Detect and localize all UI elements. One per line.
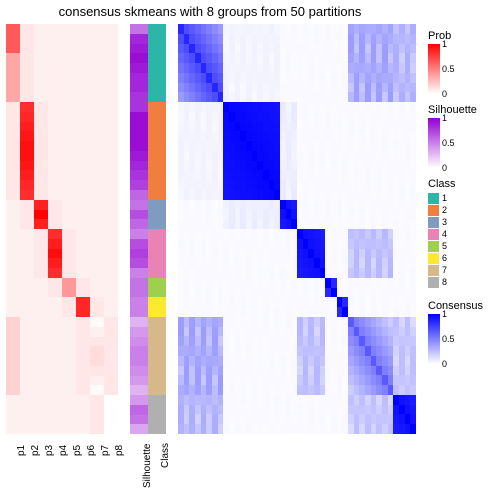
partition-col-p8 (104, 24, 118, 434)
legend-title: Class (428, 178, 456, 190)
legend-tick: 0 (442, 360, 447, 369)
legend-swatch (428, 217, 439, 228)
legend-class-item: 2 (428, 204, 456, 216)
legend-gradient (428, 118, 440, 168)
legend-class: Class 1 2 3 4 5 6 7 8 (428, 178, 456, 288)
partition-col-p6 (76, 24, 90, 434)
legend-title: Prob (428, 30, 451, 42)
legend-tick: 0 (442, 164, 447, 173)
legend-tick: 1 (442, 310, 447, 319)
legend-swatch (428, 205, 439, 216)
legend-tick: 0.5 (442, 65, 455, 74)
partition-col-p1 (6, 24, 20, 434)
legend-gradient (428, 314, 440, 364)
silhouette-column (130, 24, 148, 434)
legend-class-item: 4 (428, 228, 456, 240)
consensus-matrix (178, 24, 416, 434)
plot-area (6, 24, 416, 434)
xlabel-p7: p7 (100, 445, 111, 456)
legend-consensus: Consensus10.50 (428, 300, 483, 364)
legend-swatch-label: 5 (442, 241, 447, 251)
xlabel-p8: p8 (114, 445, 125, 456)
xlabel-p3: p3 (44, 445, 55, 456)
legend-tick: 0.5 (442, 335, 455, 344)
xlabel-p6: p6 (86, 445, 97, 456)
xlabel-p5: p5 (72, 445, 83, 456)
partition-col-p3 (34, 24, 48, 434)
legend-class-item: 7 (428, 264, 456, 276)
legend-swatch-label: 7 (442, 265, 447, 275)
legend-gradient (428, 44, 440, 94)
legend-swatch (428, 277, 439, 288)
legend-tick: 0.5 (442, 139, 455, 148)
chart-title: consensus skmeans with 8 groups from 50 … (0, 4, 420, 19)
xlabel-p2: p2 (30, 445, 41, 456)
legend-silhouette: Silhouette10.50 (428, 104, 477, 168)
xlabel-p4: p4 (58, 445, 69, 456)
legend-class-item: 1 (428, 192, 456, 204)
legend-class-item: 6 (428, 252, 456, 264)
class-column (148, 24, 166, 434)
legend-swatch (428, 241, 439, 252)
legend-swatch (428, 229, 439, 240)
legend-class-item: 3 (428, 216, 456, 228)
partition-col-p4 (48, 24, 62, 434)
legend-swatch-label: 4 (442, 229, 447, 239)
legend-class-item: 5 (428, 240, 456, 252)
partition-col-p2 (20, 24, 34, 434)
partition-col-p7 (90, 24, 104, 434)
legend-swatch-label: 3 (442, 217, 447, 227)
legend-title: Silhouette (428, 104, 477, 116)
xlabel-class: Class (160, 443, 171, 468)
legend-class-item: 8 (428, 276, 456, 288)
legend-swatch-label: 6 (442, 253, 447, 263)
legend-tick: 0 (442, 90, 447, 99)
xlabel-silhouette: Silhouette (142, 444, 153, 488)
legend-tick: 1 (442, 114, 447, 123)
legend-swatch-label: 1 (442, 193, 447, 203)
legend-prob: Prob10.50 (428, 30, 451, 94)
legend-title: Consensus (428, 300, 483, 312)
legend-swatch-label: 8 (442, 277, 447, 287)
xlabel-p1: p1 (16, 445, 27, 456)
legend-swatch (428, 265, 439, 276)
legend-swatch-label: 2 (442, 205, 447, 215)
legend-swatch (428, 253, 439, 264)
partition-col-p5 (62, 24, 76, 434)
legend-tick: 1 (442, 40, 447, 49)
legend-swatch (428, 193, 439, 204)
